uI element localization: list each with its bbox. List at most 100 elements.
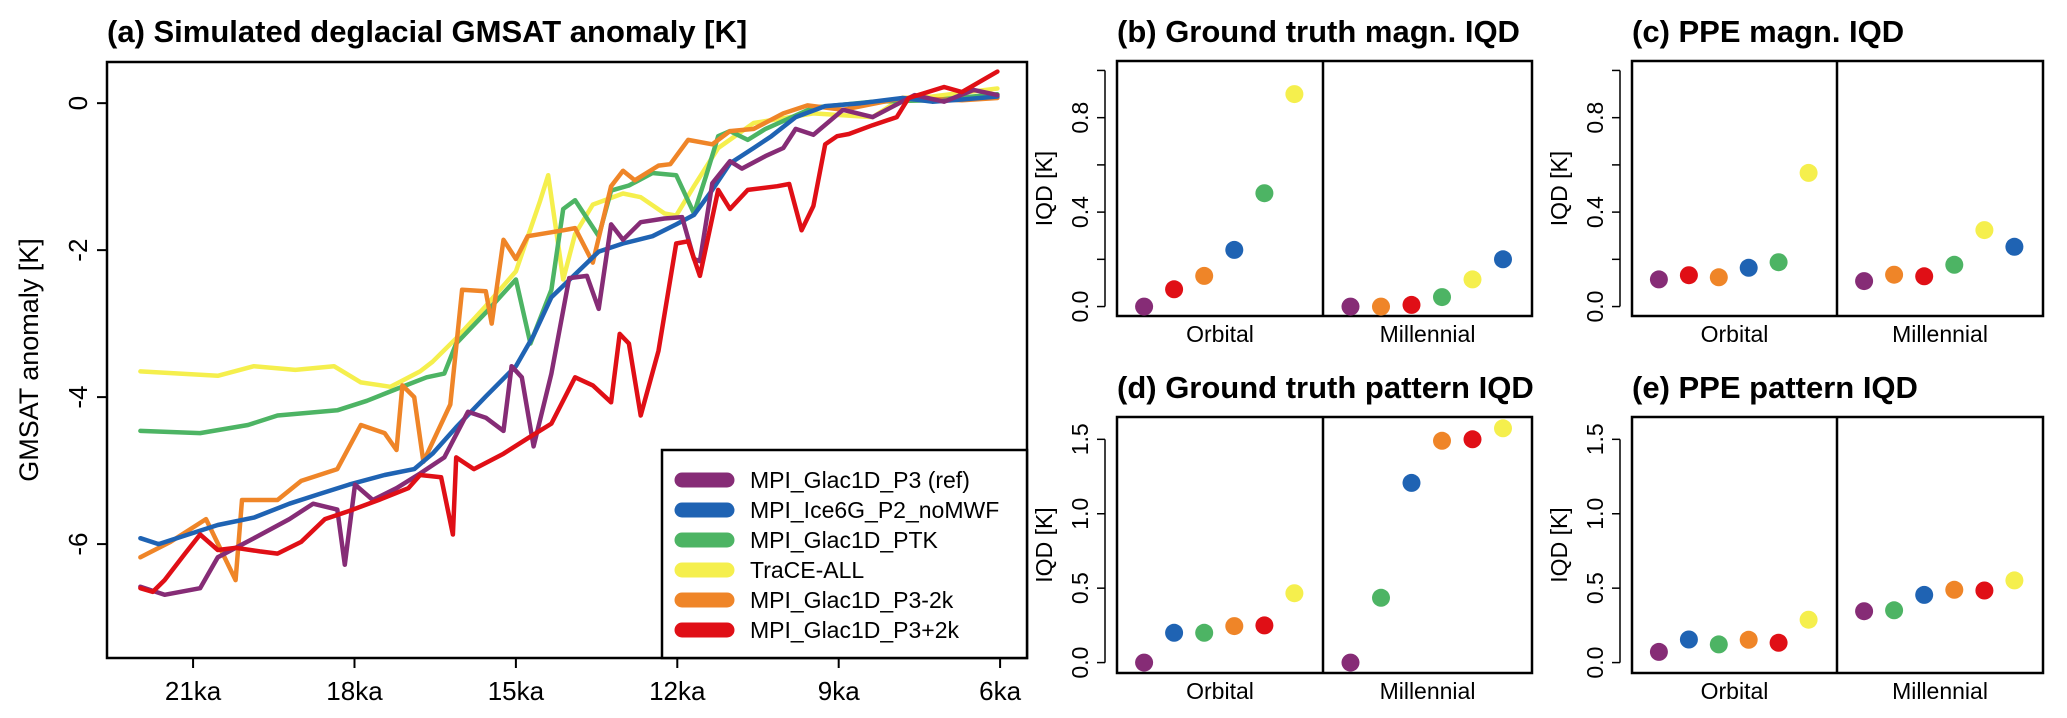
x-tick-label: 6ka bbox=[979, 676, 1021, 706]
dot-orbital-mpi-glac1d-ptk bbox=[1769, 253, 1788, 272]
x-tick-label: 21ka bbox=[165, 676, 222, 706]
category-label-millennial: Millennial bbox=[1380, 321, 1476, 347]
dot-millennial-mpi-glac1d-p3-2k bbox=[1463, 430, 1482, 449]
series-line-mpi-glac1d-p3-2k bbox=[138, 95, 1000, 583]
series-line-trace-all bbox=[138, 86, 1000, 390]
panel-a-plot-frame bbox=[105, 60, 1029, 660]
y-tick-label: 0.0 bbox=[1067, 291, 1093, 323]
dot-millennial-trace-all bbox=[2005, 571, 2024, 590]
y-tick-label: 1.5 bbox=[1067, 423, 1093, 455]
series-line-mpi-glac1d-p3-ref bbox=[138, 87, 1000, 598]
plot-frame bbox=[1115, 415, 1534, 675]
dot-millennial-mpi-ice6g-p2-nomwf bbox=[1494, 250, 1512, 269]
dot-orbital-trace-all bbox=[1285, 85, 1304, 104]
y-tick-label: 0.0 bbox=[1067, 647, 1093, 679]
y-axis-title: IQD [K] bbox=[1031, 151, 1057, 226]
panel-a-legend: MPI_Glac1D_P3 (ref) MPI_Ice6G_P2_noMWF MPI… bbox=[660, 448, 1029, 660]
dot-orbital-mpi-ice6g-p2-nomwf bbox=[1165, 623, 1184, 642]
dot-millennial-mpi-glac1d-p3-ref bbox=[1855, 272, 1874, 291]
dot-millennial-mpi-ice6g-p2-nomwf bbox=[1402, 473, 1421, 492]
dot-orbital-mpi-glac1d-p3-2k bbox=[1225, 617, 1244, 636]
dot-orbital-mpi-glac1d-ptk bbox=[1709, 635, 1728, 654]
dot-millennial-mpi-glac1d-ptk bbox=[1945, 255, 1964, 274]
dot-millennial-mpi-glac1d-ptk bbox=[1372, 588, 1390, 607]
category-label-millennial: Millennial bbox=[1892, 678, 1988, 704]
panel-e-title: (e) PPE pattern IQD bbox=[1632, 370, 1918, 405]
dot-millennial-mpi-ice6g-p2-nomwf bbox=[1915, 585, 1934, 604]
dot-orbital-mpi-glac1d-ptk bbox=[1255, 184, 1274, 203]
y-tick-label: 0.4 bbox=[1067, 196, 1093, 228]
dot-orbital-mpi-glac1d-p3-2k bbox=[1255, 616, 1274, 635]
dot-millennial-mpi-glac1d-p3-ref bbox=[1341, 297, 1360, 316]
y-tick-label: 0 bbox=[63, 96, 93, 110]
dot-millennial-mpi-glac1d-p3-ref bbox=[1341, 653, 1360, 672]
dot-millennial-mpi-glac1d-p3-2k bbox=[1915, 267, 1934, 286]
dot-millennial-mpi-glac1d-p3-2k bbox=[1433, 431, 1451, 450]
plot-frame bbox=[1115, 59, 1534, 318]
x-tick-label: 18ka bbox=[326, 676, 383, 706]
y-tick-label: 1.0 bbox=[1067, 498, 1093, 530]
legend-label-mpi-glac1d-p3-2k: MPI_Glac1D_P3+2k bbox=[750, 617, 960, 643]
category-label-millennial: Millennial bbox=[1892, 321, 1988, 347]
panel-a-series-lines bbox=[138, 69, 1000, 598]
legend-label-mpi-glac1d-ptk: MPI_Glac1D_PTK bbox=[750, 527, 939, 553]
dot-orbital-mpi-glac1d-p3-ref bbox=[1649, 642, 1668, 661]
y-tick-label: -6 bbox=[63, 533, 93, 556]
dot-millennial-mpi-ice6g-p2-nomwf bbox=[2005, 237, 2024, 256]
panel-b-scatter: (b) Ground truth magn. IQD 0.0 0.4 0.8 IQD … bbox=[1031, 14, 1534, 347]
y-axis-title: IQD [K] bbox=[1546, 507, 1572, 582]
dot-orbital-mpi-glac1d-p3-2k bbox=[1165, 280, 1184, 299]
y-tick-label: 1.5 bbox=[1582, 423, 1608, 455]
panel-d-title: (d) Ground truth pattern IQD bbox=[1117, 370, 1534, 405]
series-line-mpi-ice6g-p2-nomwf bbox=[138, 94, 1000, 547]
category-label-orbital: Orbital bbox=[1701, 678, 1769, 704]
y-axis-title: IQD [K] bbox=[1031, 507, 1057, 582]
dot-millennial-trace-all bbox=[1494, 419, 1512, 438]
dot-orbital-trace-all bbox=[1799, 163, 1818, 182]
panel-a-x-ticks: 21ka 18ka 15ka 12ka 9ka 6ka bbox=[165, 658, 1022, 706]
x-tick-label: 12ka bbox=[649, 676, 706, 706]
x-tick-label: 15ka bbox=[488, 676, 545, 706]
dot-millennial-mpi-glac1d-p3-2k bbox=[1975, 581, 1994, 600]
category-label-orbital: Orbital bbox=[1701, 321, 1769, 347]
dot-millennial-mpi-glac1d-p3-2k bbox=[1945, 580, 1964, 599]
series-line-mpi-glac1d-p3-2k bbox=[138, 69, 1000, 595]
dot-millennial-trace-all bbox=[1463, 270, 1482, 289]
dot-millennial-mpi-glac1d-p3-2k bbox=[1402, 295, 1421, 314]
dot-orbital-trace-all bbox=[1285, 584, 1304, 603]
y-tick-label: 0.0 bbox=[1582, 647, 1608, 679]
dot-orbital-trace-all bbox=[1799, 610, 1818, 629]
panel-e-scatter: (e) PPE pattern IQD 0.0 0.5 1.0 1.5 IQD [K] O… bbox=[1546, 370, 2045, 704]
dot-orbital-mpi-glac1d-p3-ref bbox=[1135, 297, 1154, 316]
legend-label-trace-all: TraCE-ALL bbox=[750, 557, 864, 583]
dot-orbital-mpi-glac1d-p3-2k bbox=[1195, 266, 1214, 285]
category-label-orbital: Orbital bbox=[1186, 321, 1254, 347]
dot-orbital-mpi-ice6g-p2-nomwf bbox=[1679, 630, 1698, 649]
dot-orbital-mpi-ice6g-p2-nomwf bbox=[1739, 258, 1758, 277]
dot-millennial-mpi-glac1d-ptk bbox=[1433, 288, 1451, 307]
panel-a-y-ticks: 0 -2 -4 -6 bbox=[63, 96, 107, 556]
panel-c-scatter: (c) PPE magn. IQD 0.0 0.4 0.8 IQD [K] Orbita… bbox=[1546, 14, 2045, 347]
y-tick-label: 0.5 bbox=[1067, 572, 1093, 604]
dot-millennial-mpi-glac1d-p3-2k bbox=[1885, 265, 1904, 284]
y-tick-label: 0.8 bbox=[1582, 102, 1608, 134]
legend-label-mpi-ice6g-p2-nomwf: MPI_Ice6G_P2_noMWF bbox=[750, 497, 999, 523]
dot-orbital-mpi-glac1d-p3-2k bbox=[1709, 268, 1728, 287]
legend-label-mpi-glac1d-p3-2k: MPI_Glac1D_P3-2k bbox=[750, 587, 954, 613]
dot-orbital-mpi-glac1d-p3-2k bbox=[1679, 266, 1698, 285]
panel-a-title: (a) Simulated deglacial GMSAT anomaly [K… bbox=[107, 14, 747, 49]
dot-orbital-mpi-glac1d-p3-2k bbox=[1769, 633, 1788, 652]
panel-c-title: (c) PPE magn. IQD bbox=[1632, 14, 1904, 49]
dot-orbital-mpi-glac1d-p3-ref bbox=[1135, 653, 1154, 672]
dot-orbital-mpi-ice6g-p2-nomwf bbox=[1225, 240, 1244, 259]
y-tick-label: 0.4 bbox=[1582, 196, 1608, 228]
panel-b-title: (b) Ground truth magn. IQD bbox=[1117, 14, 1520, 49]
y-axis-title: IQD [K] bbox=[1546, 151, 1572, 226]
dot-millennial-mpi-glac1d-p3-2k bbox=[1372, 297, 1390, 316]
dot-millennial-trace-all bbox=[1975, 221, 1994, 240]
x-tick-label: 9ka bbox=[818, 676, 860, 706]
category-label-millennial: Millennial bbox=[1380, 678, 1476, 704]
series-line-mpi-glac1d-ptk bbox=[138, 92, 1000, 436]
panel-a-line-chart: (a) Simulated deglacial GMSAT anomaly [K… bbox=[14, 14, 1029, 706]
